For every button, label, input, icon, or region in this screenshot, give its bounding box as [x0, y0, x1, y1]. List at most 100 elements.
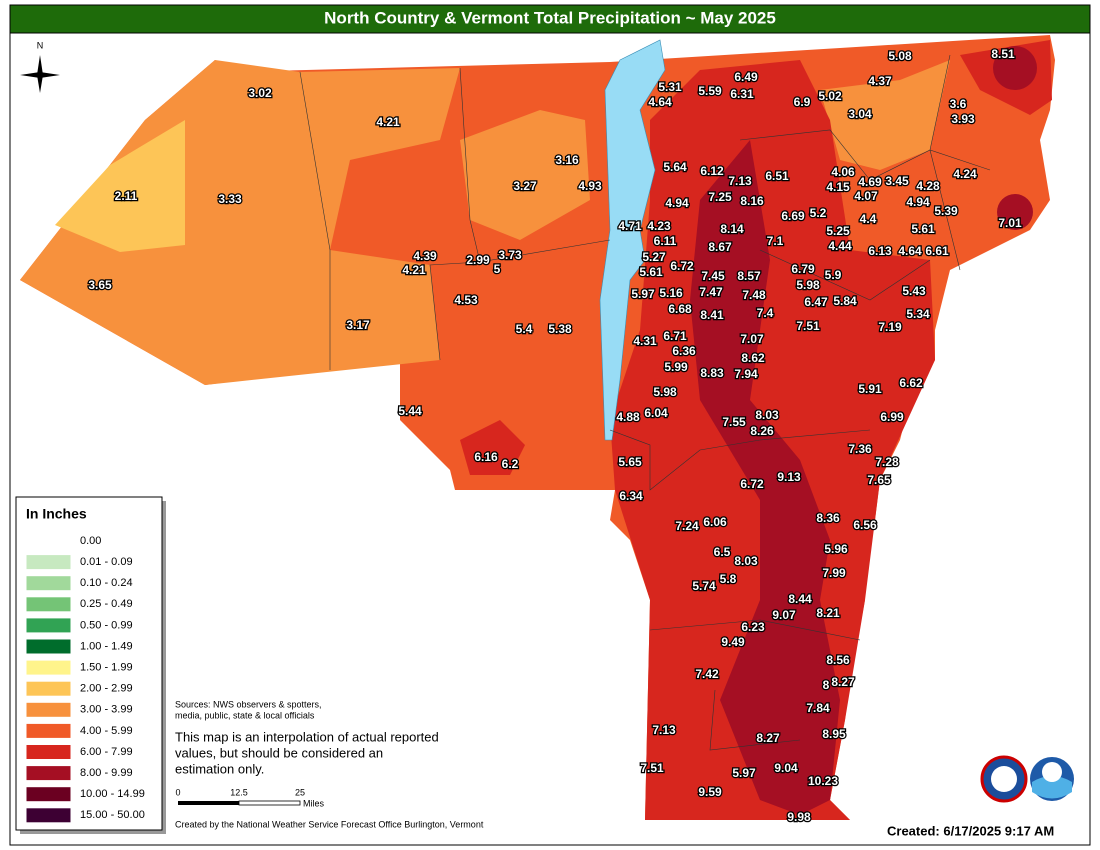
- legend-label: 8.00 - 9.99: [80, 767, 133, 779]
- legend-swatch: [25, 617, 72, 634]
- station-value: 6.61: [925, 244, 949, 258]
- station-value: 4.44: [828, 239, 852, 253]
- station-value: 4.71: [618, 219, 642, 233]
- legend-label: 0.00: [80, 535, 101, 547]
- station-value: 5.16: [659, 286, 683, 300]
- legend-label: 0.25 - 0.49: [80, 598, 133, 610]
- station-value: 6.5: [714, 545, 731, 559]
- county-line: [479, 239, 611, 263]
- station-value: 5.25: [826, 224, 850, 238]
- scale-label: 12.5: [230, 787, 248, 797]
- station-value: 5.61: [911, 222, 935, 236]
- station-value: 8.57: [737, 269, 761, 283]
- station-value: 8.51: [991, 47, 1015, 61]
- legend-label: 1.00 - 1.49: [80, 640, 133, 652]
- station-value: 9.04: [774, 761, 798, 775]
- station-value: 7.99: [822, 566, 846, 580]
- station-value: 8.14: [720, 222, 744, 236]
- county-line: [739, 129, 991, 181]
- county-line: [649, 619, 861, 641]
- station-value: 6.36: [672, 344, 696, 358]
- station-value: 8.36: [816, 511, 840, 525]
- region: [20, 60, 460, 385]
- station-value: 7.42: [695, 667, 719, 681]
- station-value: 5.31: [658, 80, 682, 94]
- station-value: 2.99: [466, 253, 490, 267]
- station-value: 4.21: [402, 263, 426, 277]
- legend-label: 10.00 - 14.99: [80, 788, 145, 800]
- station-value: 5.74: [692, 579, 716, 593]
- scale-label: 0: [175, 787, 180, 797]
- station-labels: 5.08 8.51 6.49 5.31 5.59 6.31 4.37 4.64 6.9 5.02 3…: [87, 46, 1023, 826]
- station-value: 9.49: [721, 635, 745, 649]
- map-frame: [9, 32, 1091, 846]
- station-value: 6.23: [741, 620, 765, 634]
- station-value: 6.47: [804, 295, 828, 309]
- station-value: 6.72: [670, 259, 694, 273]
- station-value: 10.23: [808, 774, 838, 788]
- county-line: [609, 429, 871, 491]
- station-value: 5.43: [902, 284, 926, 298]
- station-value: 4.07: [854, 189, 878, 203]
- legend-swatch: [25, 680, 72, 697]
- station-value: 9.98: [787, 810, 811, 824]
- legend-swatch: [25, 533, 72, 549]
- station-value: 4.4: [860, 212, 877, 226]
- legend-label: 0.10 - 0.24: [80, 577, 133, 589]
- compass-label: N: [37, 40, 44, 50]
- station-value: 3.73: [498, 248, 522, 262]
- station-value: 9.13: [777, 470, 801, 484]
- station-value: 6.9: [794, 95, 811, 109]
- station-value: 5.64: [663, 160, 687, 174]
- station-value: 7.28: [875, 455, 899, 469]
- station-value: 7.65: [867, 473, 891, 487]
- legend-swatch: [25, 554, 72, 571]
- station-value: 6.62: [899, 376, 923, 390]
- station-value: 6.72: [740, 477, 764, 491]
- station-value: 7.48: [742, 288, 766, 302]
- region: [820, 60, 950, 170]
- station-value: 4.23: [647, 219, 671, 233]
- station-value: 6.16: [474, 450, 498, 464]
- station-value: 6.34: [619, 489, 643, 503]
- station-value: 6.06: [703, 515, 727, 529]
- station-value: 5.84: [833, 294, 857, 308]
- sources-line: Sources: NWS observers & spotters,: [175, 699, 322, 709]
- station-value: 6.49: [734, 70, 758, 84]
- station-value: 9.59: [698, 785, 722, 799]
- station-value: 6.31: [730, 87, 754, 101]
- station-value: 5.97: [732, 766, 756, 780]
- station-value: 3.93: [951, 112, 975, 126]
- region: [460, 110, 590, 240]
- station-value: 6.79: [791, 262, 815, 276]
- station-value: 3.45: [885, 174, 909, 188]
- region: [460, 420, 525, 475]
- station-value: 6.11: [654, 234, 677, 248]
- note-line: This map is an interpolation of actual r…: [175, 729, 439, 744]
- station-value: 8.16: [740, 194, 764, 208]
- station-value: 5.61: [639, 265, 663, 279]
- station-value: 5.38: [548, 322, 572, 336]
- station-value: 4.94: [665, 196, 689, 210]
- title-bar: [9, 4, 1091, 34]
- station-value: 8.44: [788, 592, 812, 606]
- station-value: 7.1: [767, 234, 784, 248]
- note-line: estimation only.: [175, 761, 264, 776]
- legend-label: 15.00 - 50.00: [80, 809, 145, 821]
- station-value: 7.13: [728, 174, 752, 188]
- station-value: 4.69: [858, 175, 882, 189]
- legend-swatch: [25, 659, 72, 676]
- station-value: 8.03: [755, 408, 779, 422]
- station-value: 3.65: [88, 278, 112, 292]
- precip-regions: [20, 35, 1055, 820]
- note-line: values, but should be considered an: [175, 745, 383, 760]
- legend-entries: 0.00 0.01 - 0.09 0.10 - 0.24 0.25 - 0.49 0.5…: [25, 533, 145, 824]
- station-value: 3.16: [555, 153, 579, 167]
- station-value: 4.37: [868, 74, 892, 88]
- station-value: 4.24: [953, 167, 977, 181]
- station-value: 8.95: [822, 727, 846, 741]
- station-value: 5: [494, 262, 501, 276]
- station-value: 5.02: [818, 89, 842, 103]
